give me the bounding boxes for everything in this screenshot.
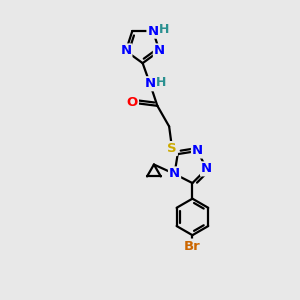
Text: N: N — [201, 162, 212, 176]
Text: N: N — [154, 44, 165, 57]
Text: O: O — [127, 96, 138, 110]
Text: N: N — [120, 44, 131, 57]
Text: N: N — [144, 77, 156, 90]
Text: H: H — [159, 23, 169, 36]
Text: N: N — [148, 25, 159, 38]
Text: N: N — [192, 145, 203, 158]
Text: N: N — [169, 167, 180, 180]
Text: S: S — [167, 142, 177, 155]
Text: Br: Br — [184, 240, 201, 253]
Text: H: H — [156, 76, 166, 89]
